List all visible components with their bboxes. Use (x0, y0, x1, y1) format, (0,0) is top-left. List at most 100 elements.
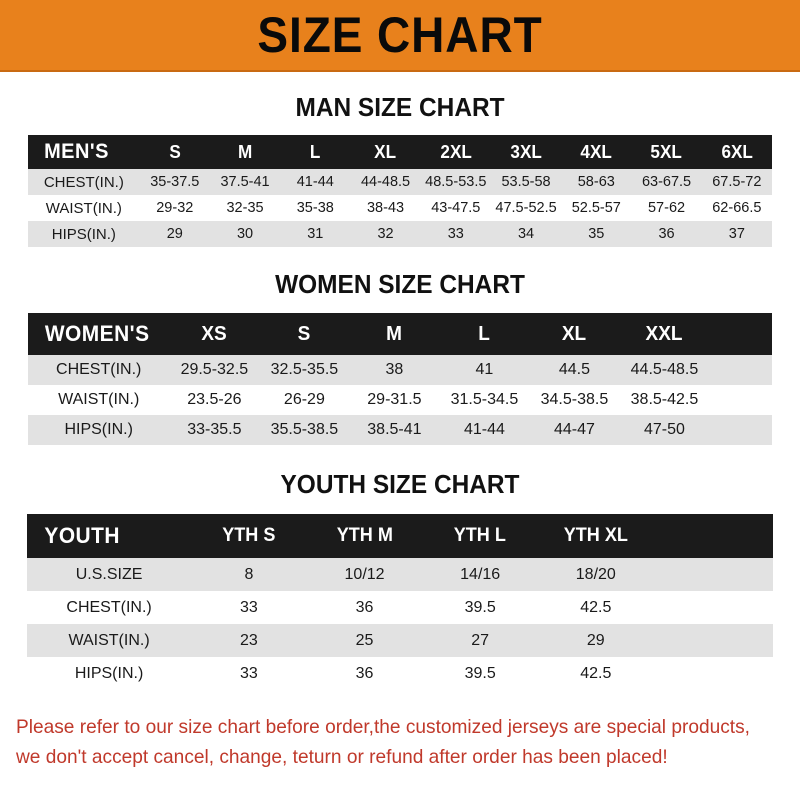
youth-section-title: YOUTH SIZE CHART (280, 469, 520, 499)
table-cell: 37.5-41 (220, 174, 270, 190)
women-size-header-xl: XL (562, 322, 587, 345)
youth-row-label: HIPS(IN.) (74, 664, 144, 682)
women-header-spacer (711, 313, 770, 355)
table-cell: 44-48.5 (360, 174, 411, 190)
table-cell: 67.5-72 (712, 174, 762, 190)
man-table-head: MEN'S S M L XL 2XL 3XL 4XL 5XL 6XL (28, 135, 772, 169)
table-cell: 8 (244, 565, 254, 583)
man-table-body: CHEST(IN.) 35-37.5 37.5-41 41-44 44-48.5 48.5… (28, 169, 772, 247)
table-cell: 32-35 (226, 200, 264, 216)
table-cell: 48.5-53.5 (425, 174, 487, 190)
youth-size-header-yth-l: YTH L (454, 525, 507, 546)
table-cell: 38-43 (366, 200, 405, 216)
women-header-row: WOMEN'S XS S M L XL XXL (28, 313, 772, 355)
man-size-header-xl: XL (374, 141, 397, 162)
table-cell: 47.5-52.5 (495, 200, 557, 216)
women-size-header-xs: XS (201, 322, 228, 345)
youth-row-label: CHEST(IN.) (66, 598, 152, 616)
table-cell-spacer (709, 415, 772, 445)
table-row: CHEST(IN.) 35-37.5 37.5-41 41-44 44-48.5 48.5… (28, 169, 772, 195)
table-cell: 32 (377, 226, 394, 242)
table-cell: 33 (240, 664, 258, 682)
table-cell: 18/20 (575, 565, 616, 583)
table-cell: 25 (355, 631, 374, 649)
table-row: HIPS(IN.) 29 30 31 32 33 34 35 36 37 (28, 221, 772, 247)
table-cell: 42.5 (580, 664, 612, 682)
table-cell: 42.5 (580, 598, 612, 616)
table-cell: 26-29 (283, 391, 325, 408)
table-cell: 58-63 (577, 174, 615, 190)
page-title: SIZE CHART (257, 7, 543, 63)
table-cell: 39.5 (464, 664, 496, 682)
women-section-title: WOMEN SIZE CHART (275, 269, 525, 299)
table-cell: 32.5-35.5 (270, 361, 339, 378)
women-table-head: WOMEN'S XS S M L XL XXL (28, 313, 772, 355)
table-cell: 41-44 (296, 174, 334, 190)
man-section-title: MAN SIZE CHART (295, 92, 505, 122)
table-cell: 29-32 (156, 200, 194, 216)
table-cell: 14/16 (460, 565, 501, 583)
youth-size-table: YOUTH YTH S YTH M YTH L YTH XL U.S.SIZE 8 10/1… (27, 514, 773, 690)
table-cell: 36 (658, 226, 675, 242)
women-row-label: WAIST(IN.) (58, 391, 140, 408)
table-row: WAIST(IN.) 29-32 32-35 35-38 38-43 43-47.5 47.… (28, 195, 772, 221)
man-row-label: CHEST(IN.) (43, 173, 124, 191)
table-row: WAIST(IN.) 23.5-26 26-29 29-31.5 31.5-34.5 34… (28, 385, 772, 415)
youth-header-spacer (657, 514, 770, 558)
table-cell: 29 (586, 631, 605, 649)
table-cell: 35.5-38.5 (270, 421, 339, 438)
table-cell: 47-50 (643, 421, 685, 438)
table-cell: 38 (385, 361, 404, 378)
table-cell: 10/12 (344, 565, 385, 583)
table-cell: 35-38 (296, 200, 334, 216)
man-size-header-2xl: 2XL (440, 141, 472, 162)
man-size-header-s: S (169, 141, 181, 162)
table-cell-spacer (709, 385, 772, 415)
table-cell: 31 (307, 226, 324, 242)
table-cell: 35 (588, 226, 605, 242)
table-cell: 63-67.5 (641, 174, 692, 190)
order-policy-note-line-1: Please refer to our size chart before or… (16, 716, 750, 738)
table-cell-spacer (654, 591, 773, 624)
youth-table-body: U.S.SIZE 8 10/12 14/16 18/20 CHEST(IN.) 33 36 39… (27, 558, 773, 690)
man-size-table-wrapper: MEN'S S M L XL 2XL 3XL 4XL 5XL 6XL CHEST(IN.) 35-3… (28, 135, 772, 247)
table-cell: 33-35.5 (187, 421, 242, 438)
table-row: HIPS(IN.) 33 36 39.5 42.5 (27, 657, 773, 690)
table-cell: 35-37.5 (150, 174, 200, 190)
man-row-label: HIPS(IN.) (51, 225, 116, 243)
man-size-header-l: L (310, 141, 321, 162)
order-policy-note: Please refer to our size chart before or… (16, 712, 769, 772)
table-row: HIPS(IN.) 33-35.5 35.5-38.5 38.5-41 41-44 44-… (28, 415, 772, 445)
youth-row-label: U.S.SIZE (75, 565, 143, 583)
youth-table-head: YOUTH YTH S YTH M YTH L YTH XL (27, 514, 773, 558)
table-cell: 27 (471, 631, 490, 649)
man-row-label: WAIST(IN.) (45, 199, 122, 217)
table-cell: 44-47 (553, 421, 595, 438)
table-cell: 36 (355, 598, 374, 616)
page-banner: SIZE CHART (0, 0, 800, 72)
table-cell: 43-47.5 (431, 200, 481, 216)
women-row-label: CHEST(IN.) (56, 361, 142, 378)
youth-size-header-yth-xl: YTH XL (563, 525, 628, 546)
table-cell-spacer (709, 355, 772, 385)
table-cell: 41 (475, 361, 494, 378)
man-size-header-m: M (237, 141, 253, 162)
women-size-header-m: M (386, 322, 403, 345)
table-cell: 31.5-34.5 (450, 391, 519, 408)
table-cell: 53.5-58 (501, 174, 551, 190)
table-cell: 29 (166, 226, 183, 242)
table-cell: 44.5-48.5 (630, 361, 699, 378)
man-size-header-5xl: 5XL (650, 141, 683, 162)
man-size-header-3xl: 3XL (510, 141, 542, 162)
table-cell: 23.5-26 (187, 391, 242, 408)
women-header-label: WOMEN'S (44, 321, 150, 346)
man-header-row: MEN'S S M L XL 2XL 3XL 4XL 5XL 6XL (28, 135, 772, 169)
table-cell: 30 (236, 226, 254, 242)
women-table-body: CHEST(IN.) 29.5-32.5 32.5-35.5 38 41 44.5 44.5… (28, 355, 772, 445)
table-cell-spacer (654, 558, 773, 591)
women-size-header-xxl: XXL (645, 322, 683, 345)
table-cell: 34 (517, 226, 535, 242)
women-size-table: WOMEN'S XS S M L XL XXL CHEST(IN.) 29.5-32.5 32.… (28, 313, 772, 445)
table-cell: 62-66.5 (712, 200, 762, 216)
